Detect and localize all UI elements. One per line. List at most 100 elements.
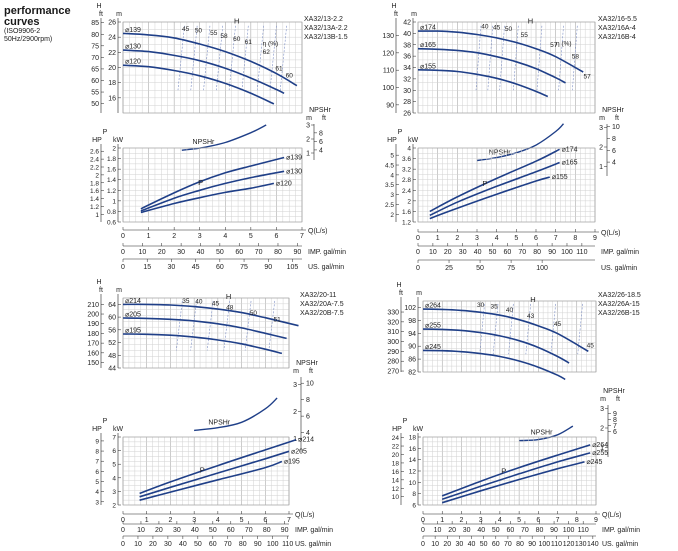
power-hp-tick-label: 7 [95, 459, 99, 466]
x-imp-tick-label: 50 [209, 527, 217, 534]
header-title-line1: performance [4, 5, 71, 17]
head-m-tick-label: 94 [408, 331, 416, 338]
efficiency-label: 30 [477, 302, 485, 309]
x-us-tick-label: 140 [587, 541, 599, 548]
head-ft-tick-label: 70 [91, 55, 99, 62]
efficiency-label: 60 [233, 36, 241, 43]
x-us-tick-label: 120 [563, 541, 575, 548]
iso-efficiency-line [513, 25, 519, 91]
power-hp-tick-label: 1.6 [90, 188, 99, 195]
efficiency-label: 35 [182, 298, 190, 305]
x-ls-tick-label: 9 [593, 235, 597, 242]
power-curve-label: ⌀255 [592, 450, 608, 457]
x-us-tick-label: 75 [240, 264, 248, 271]
x-ls-tick-label: 5 [514, 235, 518, 242]
head-ft-tick-label: 310 [387, 329, 399, 336]
power-kw-tick-label: 1.2 [402, 220, 411, 227]
x-imp-tick-label: 50 [216, 249, 224, 256]
power-hp-tick-label: 1.4 [90, 196, 99, 203]
power-hp-tick-label: 14 [392, 477, 400, 484]
x-us-tick-label: 105 [287, 264, 299, 271]
head-axis-ft-label: ft [99, 11, 103, 18]
x-us-tick-label: 110 [551, 541, 562, 548]
x-us-tick-label: 100 [538, 541, 550, 548]
head-m-tick-label: 60 [108, 315, 116, 322]
x-ls-tick-label: 6 [263, 517, 267, 524]
power-hp-tick-label: 2.6 [90, 149, 99, 156]
x-ls-tick-label: 2 [455, 235, 459, 242]
x-axis-imp-label: IMP. gal/min [602, 527, 640, 534]
head-grid [417, 21, 596, 114]
head-curve-series [122, 333, 283, 355]
power-curve-label: ⌀195 [284, 458, 300, 465]
x-us-tick-label: 90 [254, 541, 262, 548]
head-curve-label: ⌀155 [420, 63, 436, 70]
iso-efficiency-line [279, 25, 287, 91]
power-kw-tick-label: 2 [112, 146, 116, 153]
x-axis-ls-label: Q(L/s) [601, 230, 620, 237]
x-imp-tick-label: 100 [561, 249, 573, 256]
head-title: H [530, 295, 535, 304]
power-hp-tick-label: 10 [392, 494, 400, 501]
head-curve-series [417, 69, 549, 98]
power-kw-tick-label: 14 [409, 457, 417, 464]
x-ls-tick-label: 1 [440, 517, 444, 524]
power-kw-tick-label: 1 [112, 198, 116, 205]
head-title: H [528, 17, 533, 26]
x-imp-tick-label: 20 [155, 527, 163, 534]
x-imp-tick-label: 90 [293, 249, 301, 256]
efficiency-label: 50 [505, 26, 513, 33]
iso-efficiency-line [268, 300, 276, 351]
x-us-tick-label: 0 [421, 541, 425, 548]
x-imp-tick-label: 60 [503, 249, 511, 256]
x-ls-tick-label: 2 [172, 233, 176, 240]
power-curve-series [441, 452, 591, 501]
power-axis-kw-label: kW [413, 426, 424, 433]
power-plot-frame [122, 436, 290, 506]
head-m-tick-label: 86 [408, 357, 416, 364]
power-kw-tick-label: 1.6 [107, 167, 116, 174]
x-imp-tick-label: 40 [191, 527, 199, 534]
head-ft-tick-label: 85 [91, 20, 99, 27]
power-kw-tick-label: 18 [409, 435, 417, 442]
npsh-axis-ft-label: ft [615, 115, 619, 122]
model-name: XA32/26-18.5 [598, 292, 641, 299]
npsh-axis-ft-label: ft [309, 368, 313, 375]
head-ft-tick-label: 80 [91, 32, 99, 39]
npsh-m-tick-label: 3 [306, 123, 310, 130]
head-ft-tick-label: 150 [87, 360, 99, 367]
head-curve-series [122, 303, 299, 327]
x-imp-tick-label: 80 [536, 527, 544, 534]
x-imp-tick-label: 80 [533, 249, 541, 256]
x-axis-ls-label: Q(L/s) [295, 512, 314, 519]
x-ls-tick-label: 7 [287, 517, 291, 524]
x-imp-tick-label: 50 [492, 527, 500, 534]
x-imp-tick-label: 20 [448, 527, 456, 534]
npsh-ft-tick-label: 4 [319, 147, 323, 154]
model-name: XA32/13B-1.5 [304, 34, 348, 41]
npsh-m-tick-label: 1 [306, 151, 310, 158]
npsh-axis-m-label: m [306, 115, 312, 122]
npsh-axis-title: NPSHr [309, 107, 331, 114]
head-curve-label: ⌀195 [125, 327, 141, 334]
x-imp-tick-label: 70 [521, 527, 529, 534]
head-m-tick-label: 20 [108, 65, 116, 72]
head-plot-frame [417, 21, 596, 114]
x-us-tick-label: 60 [492, 541, 500, 548]
iso-efficiency-line [190, 25, 198, 91]
power-curve-label: ⌀130 [286, 168, 302, 175]
x-imp-tick-label: 60 [235, 249, 243, 256]
npsh-axis-ft-label: ft [322, 115, 326, 122]
head-curve-series [422, 349, 566, 381]
power-kw-tick-label: 8 [412, 491, 416, 498]
power-hp-tick-label: 1 [95, 212, 99, 219]
head-m-tick-label: 48 [108, 353, 116, 360]
power-curve-series [139, 450, 290, 498]
x-imp-tick-label: 60 [227, 527, 235, 534]
power-hp-tick-label: 2.5 [385, 202, 394, 209]
x-imp-tick-label: 0 [416, 249, 420, 256]
efficiency-label: 50 [195, 28, 203, 35]
power-kw-tick-label: 3 [112, 489, 116, 496]
power-title: P [482, 179, 487, 188]
